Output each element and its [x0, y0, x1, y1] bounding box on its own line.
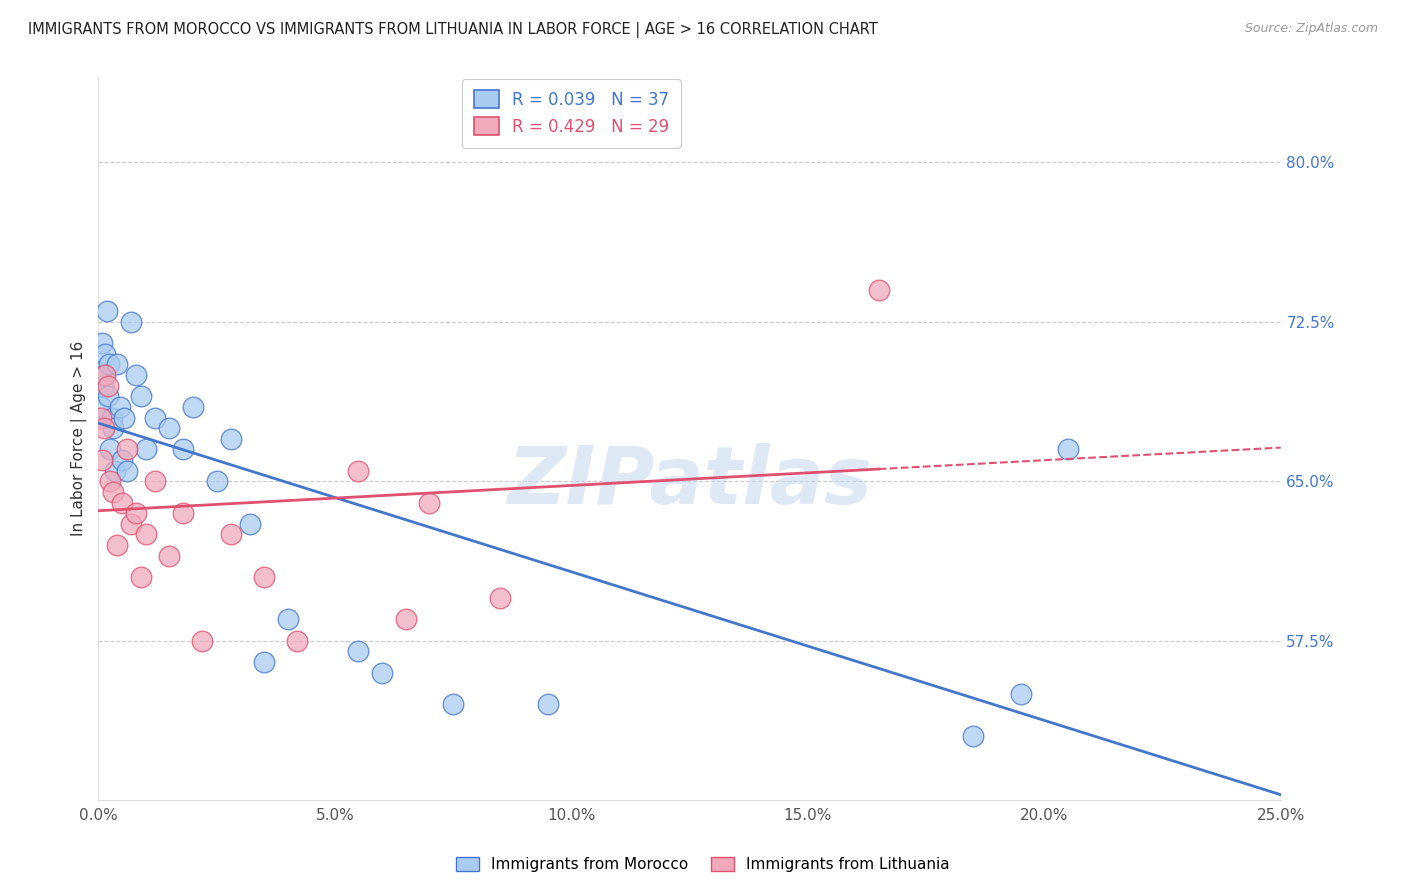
Point: [418, 495, 440, 509]
Point: [181, 400, 204, 414]
Point: [347, 644, 370, 658]
Point: [91, 453, 114, 467]
Point: [219, 527, 242, 541]
Text: Source: ZipAtlas.com: Source: ZipAtlas.com: [1244, 22, 1378, 36]
Point: [120, 315, 142, 329]
Point: [125, 506, 148, 520]
Point: [105, 358, 128, 372]
Point: [125, 368, 148, 382]
Point: [277, 612, 299, 626]
Point: [868, 283, 890, 297]
Point: [157, 549, 180, 563]
Point: [239, 516, 262, 531]
Point: [90, 400, 112, 414]
Point: [285, 633, 308, 648]
Point: [111, 495, 134, 509]
Point: [143, 475, 166, 489]
Text: IMMIGRANTS FROM MOROCCO VS IMMIGRANTS FROM LITHUANIA IN LABOR FORCE | AGE > 16 C: IMMIGRANTS FROM MOROCCO VS IMMIGRANTS FR…: [28, 22, 877, 38]
Point: [105, 538, 128, 552]
Point: [1057, 442, 1080, 457]
Point: [115, 442, 138, 457]
Point: [93, 368, 115, 382]
Point: [219, 432, 242, 446]
Point: [962, 730, 984, 744]
Point: [96, 304, 118, 318]
Point: [98, 475, 121, 489]
Y-axis label: In Labor Force | Age > 16: In Labor Force | Age > 16: [72, 341, 87, 536]
Point: [157, 421, 180, 435]
Point: [129, 570, 152, 584]
Point: [94, 347, 117, 361]
Point: [135, 527, 157, 541]
Point: [253, 570, 276, 584]
Point: [441, 698, 464, 712]
Point: [115, 464, 138, 478]
Point: [93, 421, 115, 435]
Text: ZIPatlas: ZIPatlas: [508, 443, 872, 521]
Point: [101, 421, 124, 435]
Point: [97, 378, 120, 392]
Point: [97, 358, 120, 372]
Point: [371, 665, 394, 680]
Point: [1010, 687, 1032, 701]
Point: [94, 368, 117, 382]
Point: [97, 389, 120, 403]
Legend: R = 0.039   N = 37, R = 0.429   N = 29: R = 0.039 N = 37, R = 0.429 N = 29: [463, 78, 681, 147]
Point: [108, 400, 131, 414]
Point: [91, 336, 114, 351]
Point: [100, 410, 122, 425]
Point: [253, 655, 276, 669]
Point: [104, 464, 127, 478]
Legend: Immigrants from Morocco, Immigrants from Lithuania: Immigrants from Morocco, Immigrants from…: [449, 849, 957, 880]
Point: [101, 484, 124, 499]
Point: [347, 464, 370, 478]
Point: [91, 378, 114, 392]
Point: [111, 453, 134, 467]
Point: [205, 475, 228, 489]
Point: [172, 506, 194, 520]
Point: [143, 410, 166, 425]
Point: [172, 442, 194, 457]
Point: [112, 410, 135, 425]
Point: [537, 698, 560, 712]
Point: [395, 612, 418, 626]
Point: [129, 389, 152, 403]
Point: [98, 442, 121, 457]
Point: [489, 591, 512, 606]
Point: [90, 410, 112, 425]
Point: [135, 442, 157, 457]
Point: [120, 516, 142, 531]
Point: [191, 633, 214, 648]
